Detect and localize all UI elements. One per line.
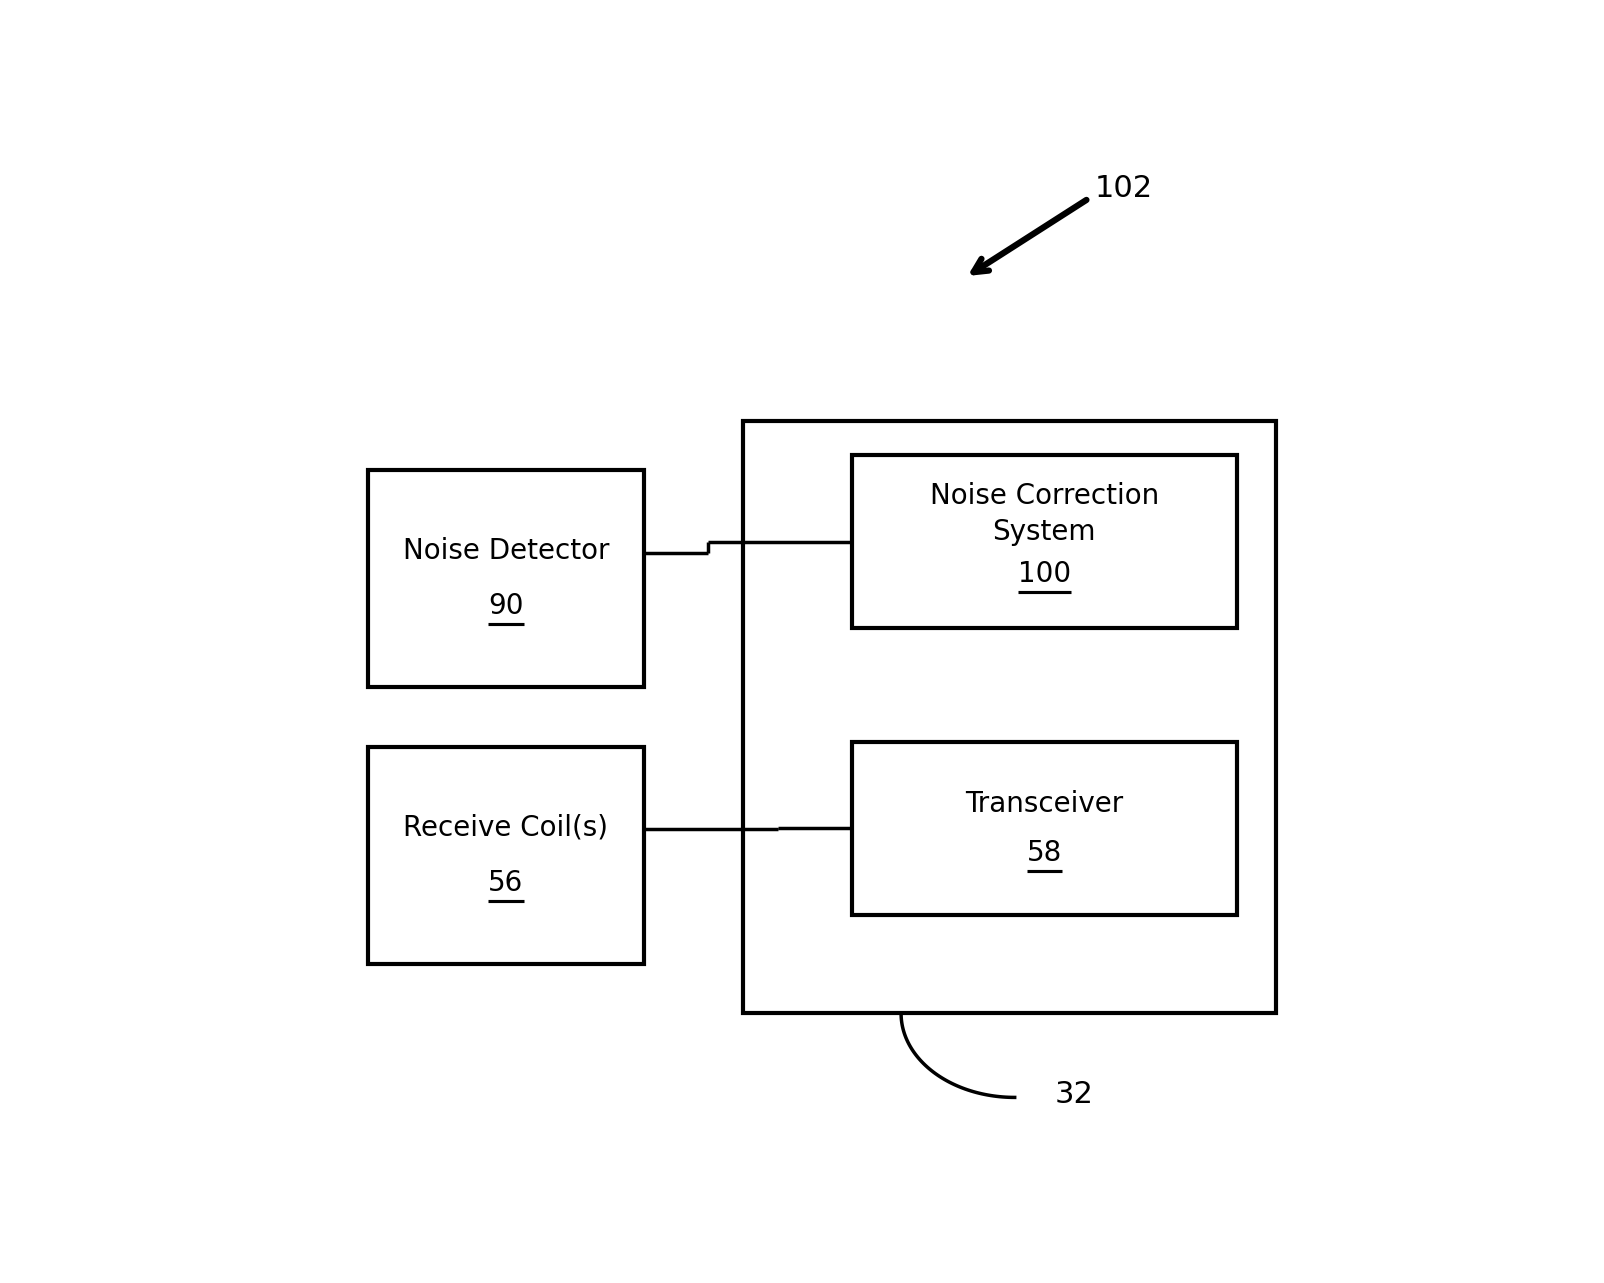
Text: 100: 100 — [1019, 561, 1071, 589]
Text: 102: 102 — [1094, 174, 1152, 203]
Text: Transceiver: Transceiver — [966, 789, 1123, 817]
Text: 56: 56 — [488, 869, 523, 897]
Bar — [743, 421, 1277, 1014]
Text: Receive Coil(s): Receive Coil(s) — [404, 813, 608, 842]
Bar — [367, 470, 645, 688]
Text: 32: 32 — [1054, 1080, 1094, 1109]
Bar — [852, 455, 1237, 629]
Text: Noise Detector: Noise Detector — [403, 538, 610, 565]
Bar — [852, 742, 1237, 915]
Text: 58: 58 — [1027, 839, 1062, 867]
Text: Noise Correction: Noise Correction — [930, 482, 1160, 511]
Text: System: System — [993, 518, 1096, 545]
Bar — [367, 747, 645, 964]
Text: 90: 90 — [488, 593, 523, 621]
